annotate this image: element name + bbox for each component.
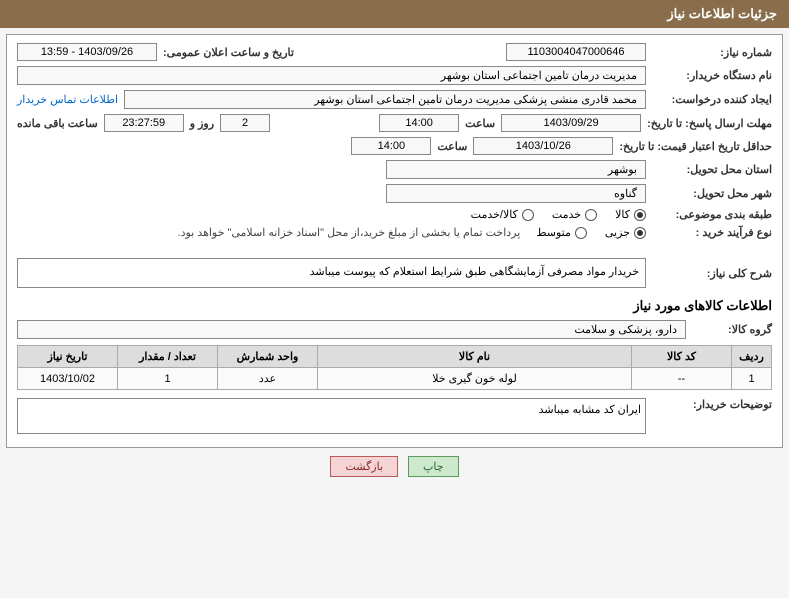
buttons-row: چاپ بازگشت — [0, 456, 789, 477]
row-delivery-city: شهر محل تحویل: گناوه — [17, 184, 772, 203]
reply-time-value: 14:00 — [379, 114, 459, 132]
th-code: کد کالا — [632, 346, 732, 368]
announce-datetime-value: 1403/09/26 - 13:59 — [17, 43, 157, 61]
contact-link[interactable]: اطلاعات تماس خریدار — [17, 93, 118, 106]
delivery-province-label: استان محل تحویل: — [652, 163, 772, 176]
remaining-label: ساعت باقی مانده — [17, 117, 98, 130]
need-desc-value: خریدار مواد مصرفی آزمایشگاهی طبق شرایط ا… — [17, 258, 646, 288]
panel-title: جزئیات اطلاعات نیاز — [667, 6, 777, 21]
delivery-city-value: گناوه — [386, 184, 646, 203]
th-date: تاریخ نیاز — [18, 346, 118, 368]
radio-goods[interactable]: کالا — [615, 208, 646, 221]
announce-datetime-label: تاریخ و ساعت اعلان عمومی: — [163, 46, 294, 59]
delivery-city-label: شهر محل تحویل: — [652, 187, 772, 200]
row-reply-deadline: مهلت ارسال پاسخ: تا تاریخ: 1403/09/29 سا… — [17, 114, 772, 132]
row-price-validity: حداقل تاریخ اعتبار قیمت: تا تاریخ: 1403/… — [17, 137, 772, 155]
th-row: ردیف — [732, 346, 772, 368]
category-radio-group: کالا خدمت کالا/خدمت — [471, 208, 646, 221]
goods-group-label: گروه کالا: — [692, 323, 772, 336]
th-name: نام کالا — [318, 346, 632, 368]
row-requester: ایجاد کننده درخواست: محمد قادری منشی پزش… — [17, 90, 772, 109]
days-value: 2 — [220, 114, 270, 132]
th-unit: واحد شمارش — [218, 346, 318, 368]
buyer-notes-label: توضیحات خریدار: — [652, 398, 772, 411]
td-name: لوله خون گیری خلا — [318, 368, 632, 390]
row-buyer-org: نام دستگاه خریدار: مدیریت درمان تامین اج… — [17, 66, 772, 85]
price-time-value: 14:00 — [351, 137, 431, 155]
requester-value: محمد قادری منشی پزشکی مدیریت درمان تامین… — [124, 90, 646, 109]
row-goods-group: گروه کالا: دارو، پزشکی و سلامت — [17, 320, 772, 339]
row-purchase-type: نوع فرآیند خرید : جزیی متوسط پرداخت تمام… — [17, 226, 772, 239]
radio-icon — [585, 209, 597, 221]
time-label-2: ساعت — [437, 140, 467, 153]
th-qty: تعداد / مقدار — [118, 346, 218, 368]
row-category: طبقه بندی موضوعی: کالا خدمت کالا/خدمت — [17, 208, 772, 221]
price-date-value: 1403/10/26 — [473, 137, 613, 155]
radio-both[interactable]: کالا/خدمت — [471, 208, 534, 221]
days-and-label: روز و — [190, 117, 214, 130]
goods-section-title: اطلاعات کالاهای مورد نیاز — [17, 298, 772, 314]
radio-icon — [634, 227, 646, 239]
panel-header: جزئیات اطلاعات نیاز — [0, 0, 789, 28]
td-date: 1403/10/02 — [18, 368, 118, 390]
goods-table: ردیف کد کالا نام کالا واحد شمارش تعداد /… — [17, 345, 772, 390]
buyer-org-value: مدیریت درمان تامین اجتماعی استان بوشهر — [17, 66, 646, 85]
need-number-value: 1103004047000646 — [506, 43, 646, 61]
radio-icon — [575, 227, 587, 239]
radio-medium[interactable]: متوسط — [536, 226, 587, 239]
td-row: 1 — [732, 368, 772, 390]
reply-deadline-label: مهلت ارسال پاسخ: تا تاریخ: — [647, 117, 772, 130]
goods-group-value: دارو، پزشکی و سلامت — [17, 320, 686, 339]
buyer-org-label: نام دستگاه خریدار: — [652, 69, 772, 82]
back-button[interactable]: بازگشت — [330, 456, 398, 477]
delivery-province-value: بوشهر — [386, 160, 646, 179]
purchase-type-radio-group: جزیی متوسط — [536, 226, 646, 239]
price-validity-label: حداقل تاریخ اعتبار قیمت: تا تاریخ: — [619, 140, 772, 153]
reply-date-value: 1403/09/29 — [501, 114, 641, 132]
content-panel: شماره نیاز: 1103004047000646 تاریخ و ساع… — [6, 34, 783, 448]
buyer-notes-value: ایران کد مشابه میباشد — [17, 398, 646, 434]
radio-service[interactable]: خدمت — [552, 208, 597, 221]
td-unit: عدد — [218, 368, 318, 390]
need-number-label: شماره نیاز: — [652, 46, 772, 59]
row-need-desc: شرح کلی نیاز: خریدار مواد مصرفی آزمایشگا… — [17, 258, 772, 288]
countdown-value: 23:27:59 — [104, 114, 184, 132]
table-row: 1 -- لوله خون گیری خلا عدد 1 1403/10/02 — [18, 368, 772, 390]
row-buyer-notes: توضیحات خریدار: ایران کد مشابه میباشد — [17, 398, 772, 434]
td-qty: 1 — [118, 368, 218, 390]
time-label-1: ساعت — [465, 117, 495, 130]
radio-icon — [522, 209, 534, 221]
td-code: -- — [632, 368, 732, 390]
print-button[interactable]: چاپ — [408, 456, 459, 477]
purchase-type-label: نوع فرآیند خرید : — [652, 226, 772, 239]
row-delivery-province: استان محل تحویل: بوشهر — [17, 160, 772, 179]
treasury-note: پرداخت تمام یا بخشی از مبلغ خرید،از محل … — [178, 226, 521, 239]
radio-small[interactable]: جزیی — [605, 226, 646, 239]
table-header-row: ردیف کد کالا نام کالا واحد شمارش تعداد /… — [18, 346, 772, 368]
requester-label: ایجاد کننده درخواست: — [652, 93, 772, 106]
row-need-number: شماره نیاز: 1103004047000646 تاریخ و ساع… — [17, 43, 772, 61]
category-label: طبقه بندی موضوعی: — [652, 208, 772, 221]
radio-icon — [634, 209, 646, 221]
need-desc-label: شرح کلی نیاز: — [652, 267, 772, 280]
